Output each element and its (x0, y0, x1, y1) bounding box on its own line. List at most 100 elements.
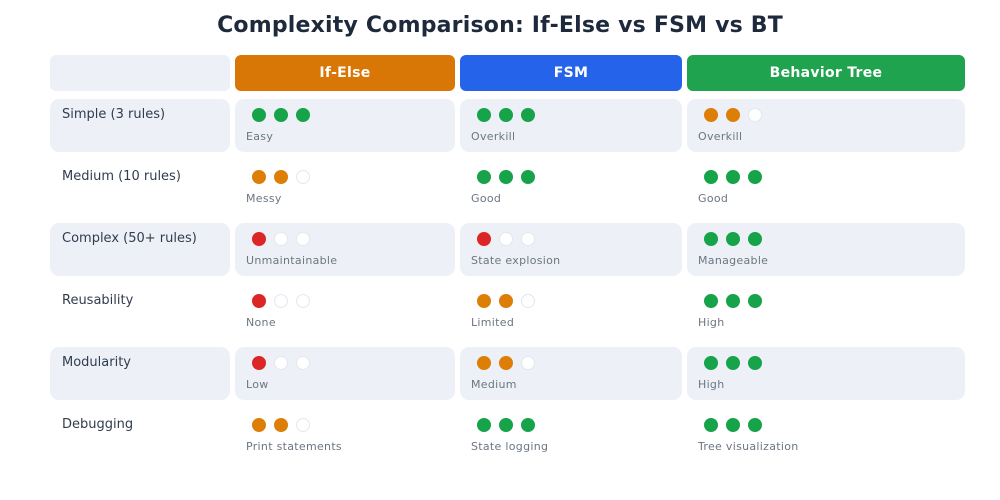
rating-cell: High (687, 347, 965, 400)
dot-filled-green (704, 170, 718, 184)
dot-empty (748, 108, 762, 122)
dot-filled-green (252, 108, 266, 122)
dot-filled-green (748, 418, 762, 432)
dot-empty (296, 232, 310, 246)
dot-empty (296, 356, 310, 370)
dot-filled-green (748, 170, 762, 184)
rating-dots (477, 418, 535, 432)
rating-cell: None (235, 285, 455, 338)
dot-filled-green (748, 294, 762, 308)
rating-cell: Overkill (687, 99, 965, 152)
rating-cell: Unmaintainable (235, 223, 455, 276)
rating-label: Print statements (246, 440, 342, 453)
row-label-cell: Simple (3 rules) (50, 99, 230, 152)
dot-filled-orange (477, 294, 491, 308)
rating-cell: Print statements (235, 409, 455, 462)
rating-dots (704, 418, 762, 432)
dot-empty (274, 294, 288, 308)
rating-dots (252, 108, 310, 122)
row-label-cell: Debugging (50, 409, 230, 462)
dot-empty (521, 294, 535, 308)
dot-filled-green (521, 108, 535, 122)
dot-filled-green (726, 170, 740, 184)
dot-filled-green (296, 108, 310, 122)
rating-dots (477, 108, 535, 122)
rating-cell: State explosion (460, 223, 682, 276)
rating-label: Unmaintainable (246, 254, 338, 267)
rating-label: Manageable (698, 254, 769, 267)
rating-label: State logging (471, 440, 549, 453)
dot-empty (499, 232, 513, 246)
dot-filled-orange (274, 418, 288, 432)
dot-filled-red (252, 356, 266, 370)
dot-filled-green (726, 294, 740, 308)
row-label: Reusability (62, 293, 134, 308)
rating-dots (477, 170, 535, 184)
rating-cell: Good (460, 161, 682, 214)
rating-label: None (246, 316, 276, 329)
dot-filled-green (499, 418, 513, 432)
dot-filled-green (704, 356, 718, 370)
dot-filled-green (521, 418, 535, 432)
dot-filled-green (726, 356, 740, 370)
header-cell-blank (50, 55, 230, 91)
rating-dots (477, 356, 535, 370)
rating-cell: Manageable (687, 223, 965, 276)
dot-filled-green (704, 232, 718, 246)
rating-cell: Tree visualization (687, 409, 965, 462)
dot-filled-green (748, 356, 762, 370)
dot-filled-green (477, 418, 491, 432)
row-label: Medium (10 rules) (62, 169, 181, 184)
rating-dots (704, 356, 762, 370)
dot-filled-orange (274, 170, 288, 184)
rating-label: Good (698, 192, 729, 205)
dot-filled-red (477, 232, 491, 246)
dot-filled-orange (726, 108, 740, 122)
header-cell-if-else: If-Else (235, 55, 455, 91)
header-cell-fsm: FSM (460, 55, 682, 91)
dot-empty (296, 418, 310, 432)
rating-cell: State logging (460, 409, 682, 462)
dot-empty (274, 356, 288, 370)
dot-filled-orange (499, 294, 513, 308)
row-label: Modularity (62, 355, 131, 370)
dot-filled-green (726, 418, 740, 432)
rating-label: Good (471, 192, 502, 205)
rating-label: Easy (246, 130, 274, 143)
row-label: Complex (50+ rules) (62, 231, 197, 246)
rating-label: Limited (471, 316, 515, 329)
rating-label: Overkill (698, 130, 743, 143)
rating-cell: Easy (235, 99, 455, 152)
row-label: Simple (3 rules) (62, 107, 166, 122)
dot-filled-orange (252, 418, 266, 432)
rating-dots (252, 356, 310, 370)
dot-filled-red (252, 294, 266, 308)
row-label-cell: Complex (50+ rules) (50, 223, 230, 276)
dot-empty (521, 356, 535, 370)
rating-label: Overkill (471, 130, 516, 143)
dot-filled-green (521, 170, 535, 184)
row-label-cell: Reusability (50, 285, 230, 338)
rating-cell: Overkill (460, 99, 682, 152)
rating-dots (252, 418, 310, 432)
dot-filled-green (704, 294, 718, 308)
dot-filled-green (726, 232, 740, 246)
rating-cell: Medium (460, 347, 682, 400)
dot-filled-green (274, 108, 288, 122)
rating-cell: Messy (235, 161, 455, 214)
rating-dots (252, 232, 310, 246)
rating-label: Low (246, 378, 269, 391)
rating-label: High (698, 378, 725, 391)
rating-label: State explosion (471, 254, 561, 267)
page-title: Complexity Comparison: If-Else vs FSM vs… (217, 13, 783, 38)
rating-dots (477, 294, 535, 308)
dot-filled-orange (499, 356, 513, 370)
dot-empty (521, 232, 535, 246)
dot-filled-green (477, 170, 491, 184)
rating-cell: High (687, 285, 965, 338)
rating-label: Messy (246, 192, 282, 205)
rating-dots (252, 294, 310, 308)
row-label-cell: Modularity (50, 347, 230, 400)
rating-cell: Low (235, 347, 455, 400)
